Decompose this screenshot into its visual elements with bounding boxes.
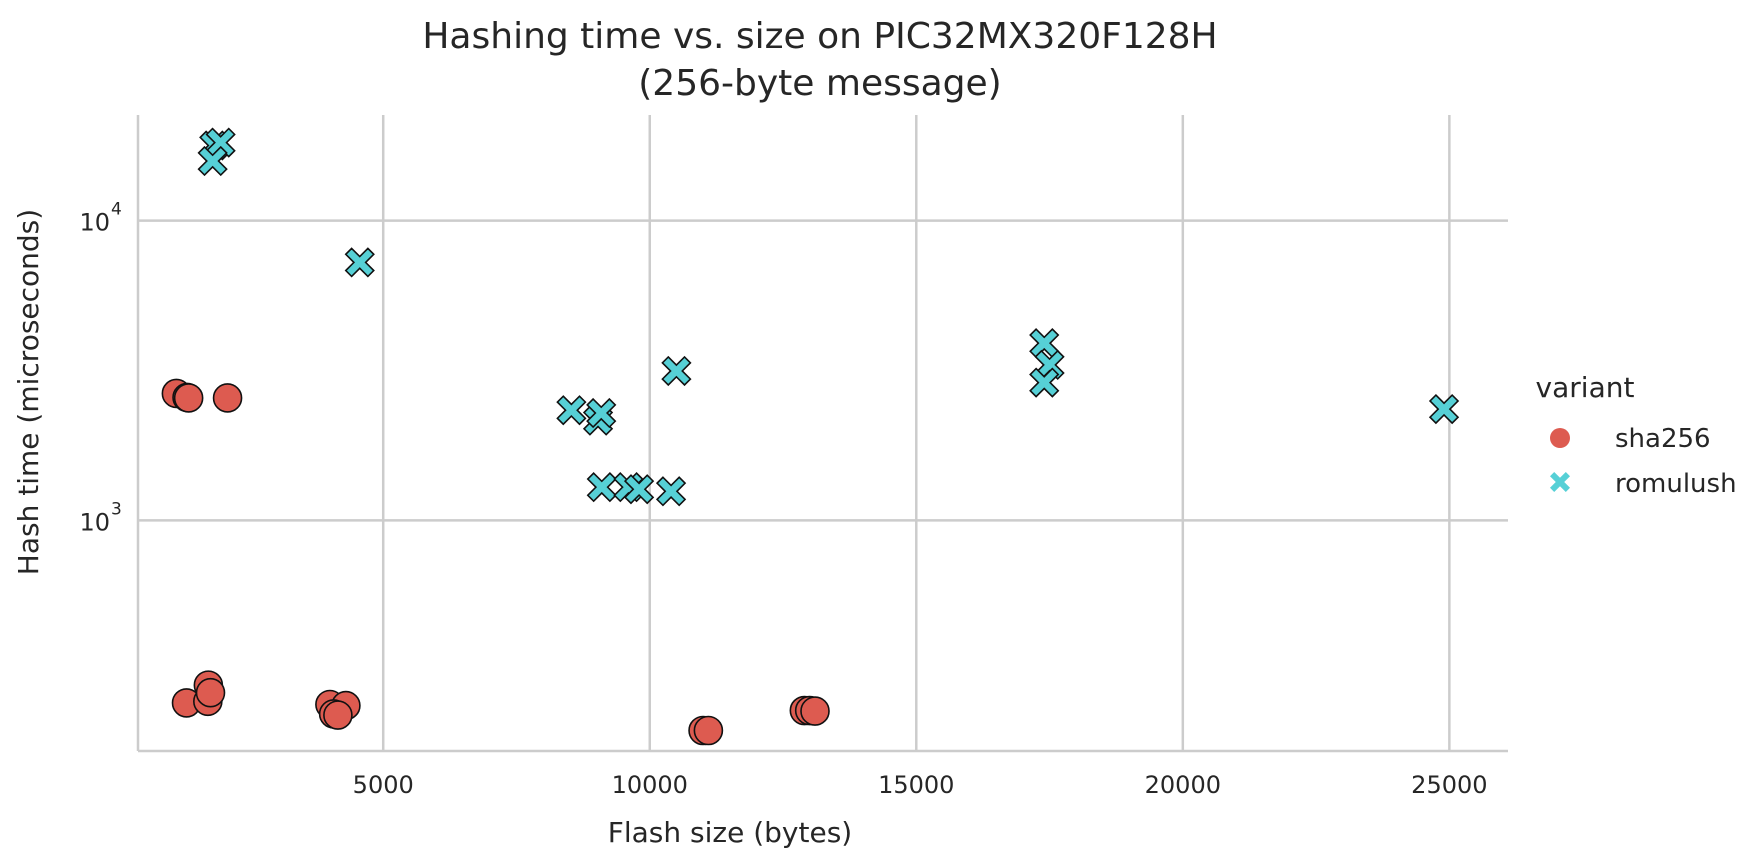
point-romulush — [661, 355, 692, 387]
point-sha256 — [212, 383, 243, 413]
x-tick-label: 20000 — [1145, 771, 1221, 799]
legend-marker-sha256 — [1550, 428, 1570, 448]
point-romulush — [655, 476, 687, 507]
point-sha256 — [693, 715, 724, 746]
y-tick-exponent: 3 — [111, 499, 122, 519]
point-romulush — [344, 247, 375, 278]
point-romulush — [205, 127, 236, 158]
point-romulush — [1428, 393, 1460, 425]
y-tick-label: 10 — [79, 209, 110, 237]
x-tick-label: 10000 — [612, 771, 688, 799]
point-romulush — [556, 395, 587, 426]
point-sha256 — [800, 696, 830, 726]
legend-label-sha256: sha256 — [1615, 424, 1711, 454]
point-romulush — [586, 472, 617, 503]
legend-label-romulush: romulush — [1615, 469, 1737, 499]
point-romulush — [1029, 367, 1060, 398]
grid-lines — [138, 115, 1508, 751]
point-romulush — [586, 397, 617, 429]
x-axis-label: Flash size (bytes) — [608, 816, 852, 849]
data-points — [161, 127, 1460, 746]
x-tick-label: 25000 — [1411, 771, 1487, 799]
axes — [136, 115, 1508, 753]
point-sha256 — [173, 383, 204, 413]
x-tick-label: 5000 — [353, 771, 414, 799]
point-romulush — [197, 145, 228, 177]
chart-title-line2: (256-byte message) — [638, 63, 1001, 104]
legend-marker-romulush — [1550, 472, 1570, 492]
y-tick-label: 10 — [79, 508, 110, 536]
y-axis-label: Hash time (microseconds) — [12, 209, 45, 575]
point-romulush — [623, 474, 655, 505]
x-tick-label: 15000 — [878, 771, 954, 799]
y-tick-exponent: 4 — [111, 200, 122, 220]
legend-title: variant — [1536, 371, 1635, 404]
chart-title-line1: Hashing time vs. size on PIC32MX320F128H — [422, 16, 1217, 57]
point-sha256 — [323, 700, 353, 730]
point-sha256 — [195, 677, 226, 708]
legend: variant sha256 romulush — [1536, 371, 1737, 499]
